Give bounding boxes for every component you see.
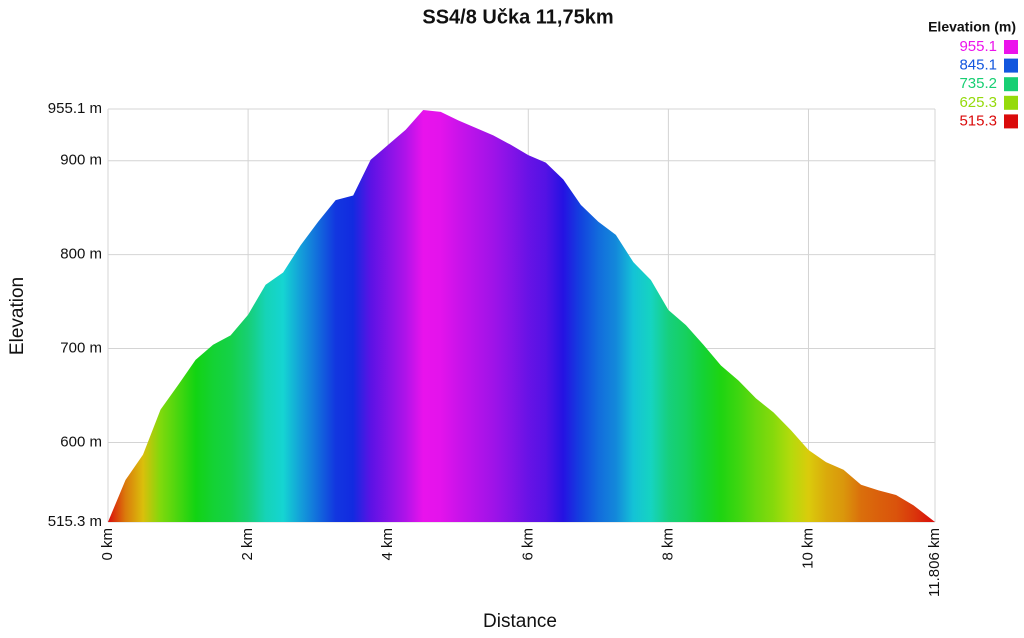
- x-tick-label: 2 km: [239, 528, 256, 561]
- x-tick-label: 0 km: [99, 528, 116, 561]
- y-tick-label: 955.1 m: [48, 100, 102, 117]
- y-tick-label: 900 m: [60, 152, 102, 169]
- legend-label: 955.1: [959, 38, 997, 55]
- x-tick-label: 10 km: [799, 528, 816, 569]
- legend-swatch: [1004, 114, 1018, 129]
- legend-label: 845.1: [959, 57, 997, 74]
- x-tick-label: 11.806 km: [926, 528, 943, 597]
- legend-label: 515.3: [959, 112, 997, 129]
- elevation-area: [108, 110, 935, 523]
- y-tick-label: 700 m: [60, 340, 102, 357]
- legend-label: 735.2: [959, 75, 997, 92]
- legend-label: 625.3: [959, 94, 997, 111]
- legend-swatch: [1004, 40, 1018, 54]
- legend-swatch: [1004, 77, 1018, 92]
- x-tick-label: 4 km: [379, 528, 396, 561]
- legend-title: Elevation (m): [928, 19, 1016, 35]
- y-tick-label: 600 m: [60, 433, 102, 450]
- x-axis-label: Distance: [483, 611, 557, 632]
- x-tick-label: 6 km: [519, 528, 536, 561]
- legend-swatch: [1004, 58, 1018, 73]
- x-tick-label: 8 km: [659, 528, 676, 561]
- chart-title: SS4/8 Učka 11,75km: [422, 6, 613, 28]
- y-tick-label: 800 m: [60, 246, 102, 263]
- y-tick-label: 515.3 m: [48, 513, 102, 530]
- y-axis-label: Elevation: [7, 277, 28, 355]
- legend-swatch: [1004, 95, 1018, 110]
